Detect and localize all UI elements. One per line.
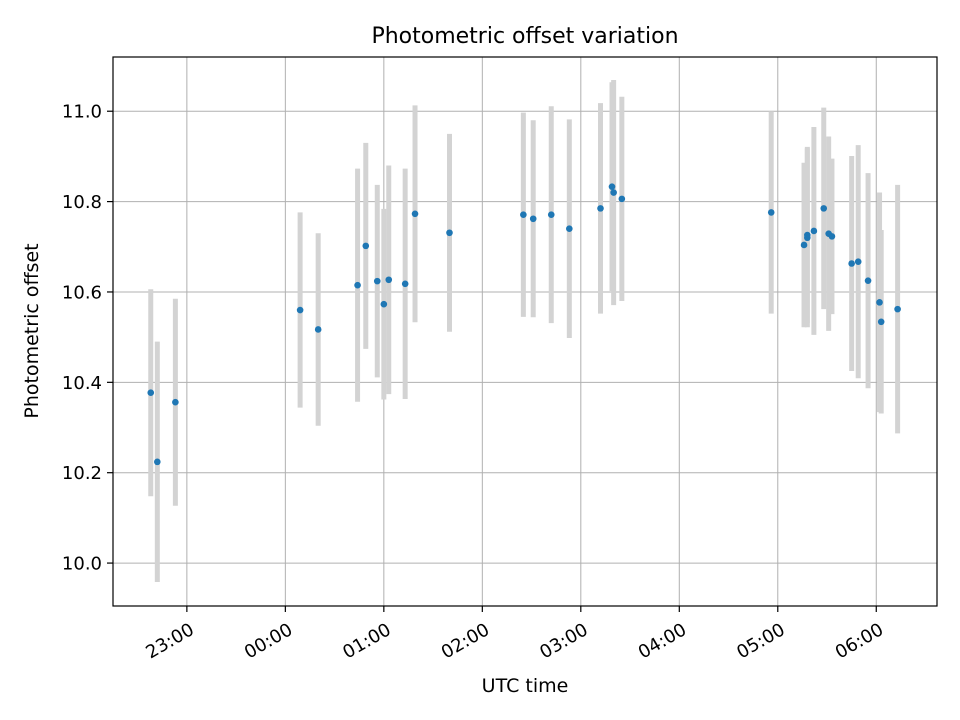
- data-points: [147, 183, 901, 466]
- data-point: [894, 305, 901, 313]
- data-point: [618, 195, 626, 203]
- y-tick-label: 10.8: [62, 192, 102, 213]
- data-point: [373, 277, 381, 285]
- data-point: [804, 234, 811, 242]
- data-point: [810, 227, 818, 235]
- data-point: [767, 209, 775, 216]
- x-axis-label: UTC time: [482, 675, 569, 697]
- data-point: [820, 205, 828, 212]
- data-point: [354, 281, 361, 289]
- data-point: [147, 389, 155, 397]
- data-point: [828, 233, 836, 240]
- data-point: [529, 215, 537, 223]
- data-point: [547, 211, 555, 218]
- data-point: [172, 398, 179, 406]
- chart-title: Photometric offset variation: [371, 24, 678, 49]
- data-point: [876, 299, 883, 306]
- data-point: [314, 326, 322, 333]
- data-point: [362, 242, 370, 250]
- y-axis-ticks: 10.0 10.2 10.4 10.6 10.8 11.0: [62, 102, 113, 575]
- data-point: [385, 276, 393, 284]
- data-point: [877, 318, 885, 326]
- data-point: [401, 280, 409, 288]
- data-point: [411, 210, 419, 218]
- data-point: [608, 183, 616, 190]
- data-point: [446, 229, 453, 237]
- y-tick-label: 10.2: [62, 463, 102, 484]
- y-tick-label: 11.0: [62, 102, 102, 123]
- y-tick-label: 10.4: [62, 373, 102, 394]
- y-tick-label: 10.0: [62, 554, 102, 575]
- data-point: [566, 225, 573, 233]
- y-axis-label: Photometric offset: [21, 243, 43, 418]
- data-point: [296, 306, 304, 314]
- data-point: [800, 241, 808, 249]
- data-point: [610, 189, 617, 196]
- plot-area-frame: [112, 56, 938, 607]
- data-point: [864, 277, 872, 284]
- data-point: [520, 211, 527, 218]
- data-point: [848, 260, 855, 267]
- data-point: [854, 258, 862, 265]
- data-point: [380, 300, 388, 308]
- y-tick-label: 10.6: [62, 282, 102, 303]
- data-point: [154, 458, 161, 466]
- data-point: [597, 205, 604, 212]
